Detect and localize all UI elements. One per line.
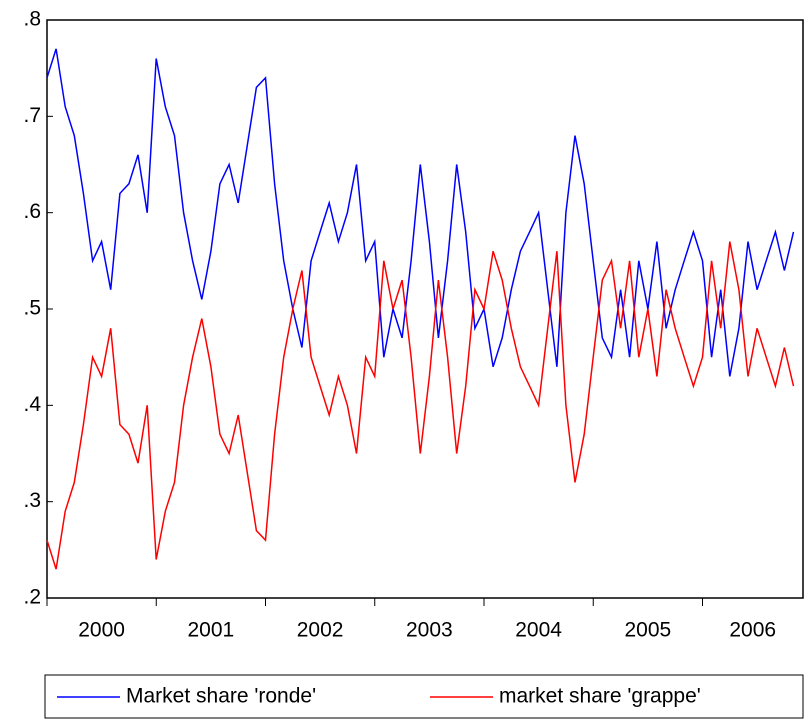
y-tick-label: .4 [23,393,41,416]
series-line [46,241,795,570]
x-tick-label: 2001 [188,619,235,642]
x-tick-label: 2000 [78,619,125,642]
y-tick-label: .2 [23,586,41,609]
y-tick-label: .3 [23,489,41,512]
legend-box [44,674,804,719]
x-tick-label: 2005 [625,619,672,642]
x-tick-label: 2006 [729,619,776,642]
x-tick-label: 2003 [406,619,453,642]
plot-frame [46,19,804,599]
y-tick-label: .8 [23,8,41,31]
y-tick-label: .6 [23,200,41,223]
legend-label: Market share 'ronde' [126,685,316,708]
legend-label: market share 'grappe' [499,685,701,708]
y-tick-label: .5 [23,297,41,320]
series-line [46,48,795,377]
x-tick-label: 2002 [297,619,344,642]
y-tick-label: .7 [23,104,41,127]
x-tick-label: 2004 [515,619,562,642]
